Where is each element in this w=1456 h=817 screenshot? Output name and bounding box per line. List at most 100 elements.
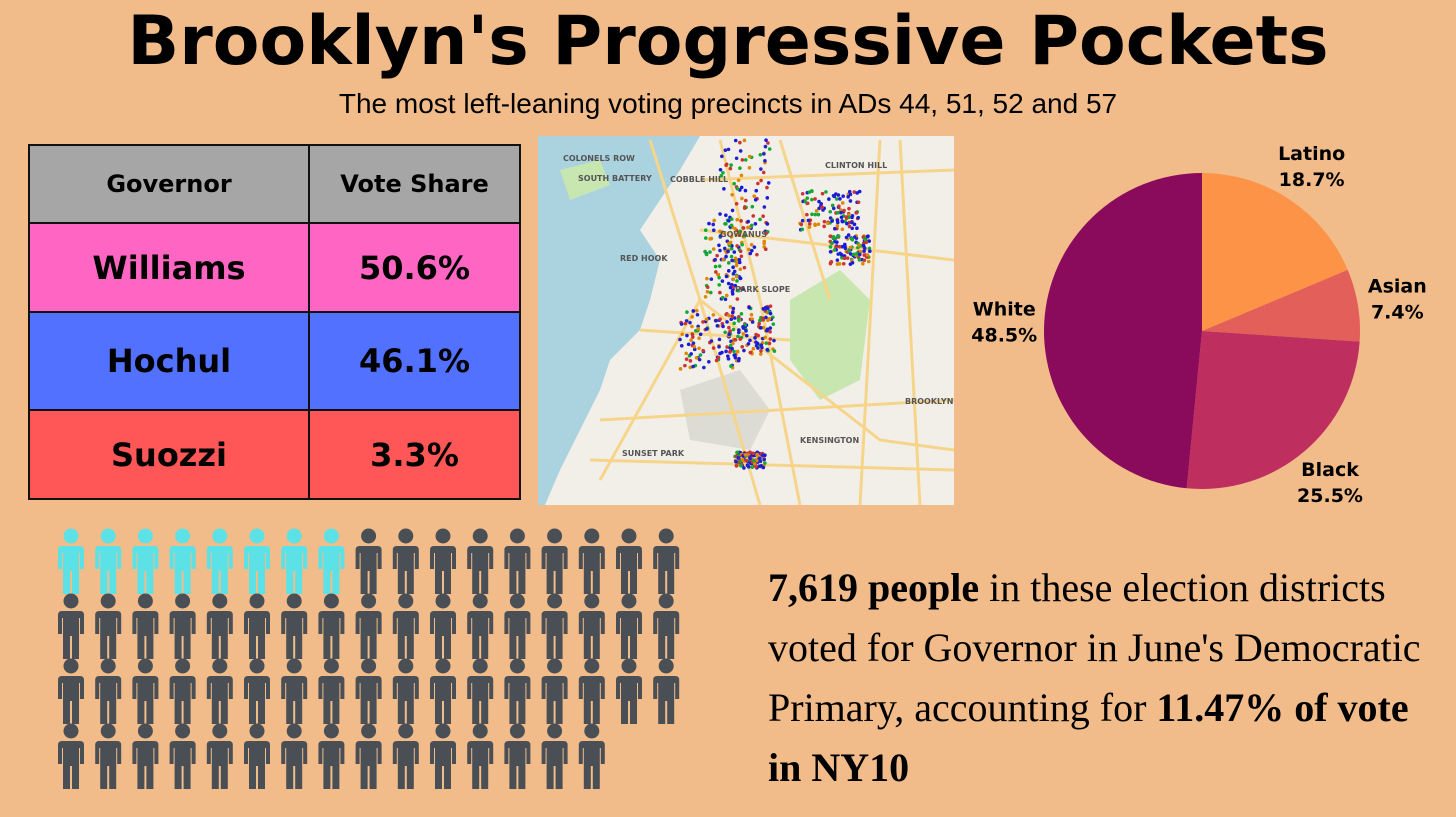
map-dot xyxy=(828,245,833,249)
person-body xyxy=(58,741,84,789)
map-dot xyxy=(736,178,741,183)
person-icon xyxy=(541,528,568,594)
map-dot xyxy=(718,229,722,234)
map-dot xyxy=(722,187,726,191)
person-head xyxy=(137,593,153,609)
map-dot xyxy=(726,147,731,152)
map-dot xyxy=(748,251,753,256)
pie-category-label: White xyxy=(973,298,1036,320)
map-dot xyxy=(750,465,755,469)
map-dot xyxy=(730,208,735,213)
map-dot xyxy=(721,230,726,235)
person-head xyxy=(658,528,674,544)
map-dot xyxy=(729,223,734,228)
map-dot xyxy=(840,227,845,232)
map-dot xyxy=(746,341,751,346)
map-dot xyxy=(768,311,773,316)
map-dot xyxy=(799,222,804,227)
map-dot xyxy=(831,236,836,240)
map-dot xyxy=(741,324,745,329)
map-dot xyxy=(839,215,844,220)
vote-table: Governor Vote Share Williams 50.6% Hochu… xyxy=(28,144,521,500)
person-icon xyxy=(318,528,345,594)
map-dot xyxy=(724,213,728,217)
map-dot xyxy=(689,352,693,356)
map-dot xyxy=(854,211,859,215)
person-body xyxy=(132,676,159,724)
map-dot xyxy=(739,312,744,316)
person-head xyxy=(137,528,153,544)
map-dot xyxy=(748,338,752,343)
map-dot xyxy=(691,364,695,369)
map-dot xyxy=(768,304,773,308)
map-dot xyxy=(728,329,732,334)
map-label: SOUTH BATTERY xyxy=(578,174,652,183)
map-dot xyxy=(861,243,866,248)
pie-slice xyxy=(1202,269,1360,342)
person-head xyxy=(100,593,116,609)
map-dot xyxy=(762,239,767,244)
map-dot xyxy=(756,333,761,338)
map-dot xyxy=(862,249,866,253)
text-bold: 11.47% of vote in NY10 xyxy=(768,685,1409,790)
map-dot xyxy=(728,343,733,348)
map-label: BROOKLYN xyxy=(905,397,953,406)
person-icon xyxy=(244,593,270,659)
table-row: Suozzi 3.3% xyxy=(28,409,521,500)
person-head xyxy=(361,723,377,739)
map-dot xyxy=(695,312,700,317)
map-dot xyxy=(759,349,763,353)
person-head xyxy=(472,528,488,544)
person-head xyxy=(509,723,525,739)
person-head xyxy=(658,658,674,674)
map-label: SUNSET PARK xyxy=(622,449,685,458)
map-dot xyxy=(830,241,834,245)
person-icon xyxy=(392,593,419,659)
map-dot xyxy=(726,354,730,358)
map-dot xyxy=(838,251,843,256)
person-icon xyxy=(281,658,308,724)
map-dot xyxy=(738,140,742,145)
person-head xyxy=(621,658,637,674)
cell: Williams xyxy=(28,222,310,313)
map-dot xyxy=(730,310,735,315)
map-dot xyxy=(691,309,696,313)
map-dot xyxy=(739,173,744,178)
map-dot xyxy=(684,357,689,361)
person-body xyxy=(541,676,568,724)
person-icon xyxy=(169,593,196,659)
map-dot xyxy=(848,245,853,250)
pie-category-label: Latino xyxy=(1278,143,1345,165)
map-dot xyxy=(763,335,767,340)
map-dot xyxy=(751,214,756,218)
person-head xyxy=(100,723,116,739)
map-dot xyxy=(803,199,808,204)
person-icon xyxy=(58,593,84,659)
map-dot xyxy=(743,158,748,162)
map-dot xyxy=(729,364,733,368)
person-icon xyxy=(578,528,605,594)
person-body xyxy=(616,546,642,594)
map-dot xyxy=(841,194,845,198)
map-dot xyxy=(835,224,840,228)
map-dot xyxy=(678,367,683,371)
map-dot xyxy=(740,158,745,162)
cell: 50.6% xyxy=(308,222,521,313)
map-dot xyxy=(844,235,849,240)
person-body xyxy=(281,611,308,659)
map-dot xyxy=(836,210,840,215)
map-dot xyxy=(741,226,746,230)
person-body xyxy=(132,546,159,594)
map-dot xyxy=(743,453,748,457)
map-dot xyxy=(692,344,697,349)
person-body xyxy=(244,741,270,789)
map-dot xyxy=(763,306,768,311)
map-dot xyxy=(718,212,722,216)
map-dot xyxy=(765,185,769,190)
person-icon xyxy=(504,593,531,659)
person-icon xyxy=(206,528,233,594)
person-icon xyxy=(504,528,531,594)
person-head xyxy=(547,658,563,674)
person-body xyxy=(169,611,196,659)
person-body xyxy=(467,741,494,789)
